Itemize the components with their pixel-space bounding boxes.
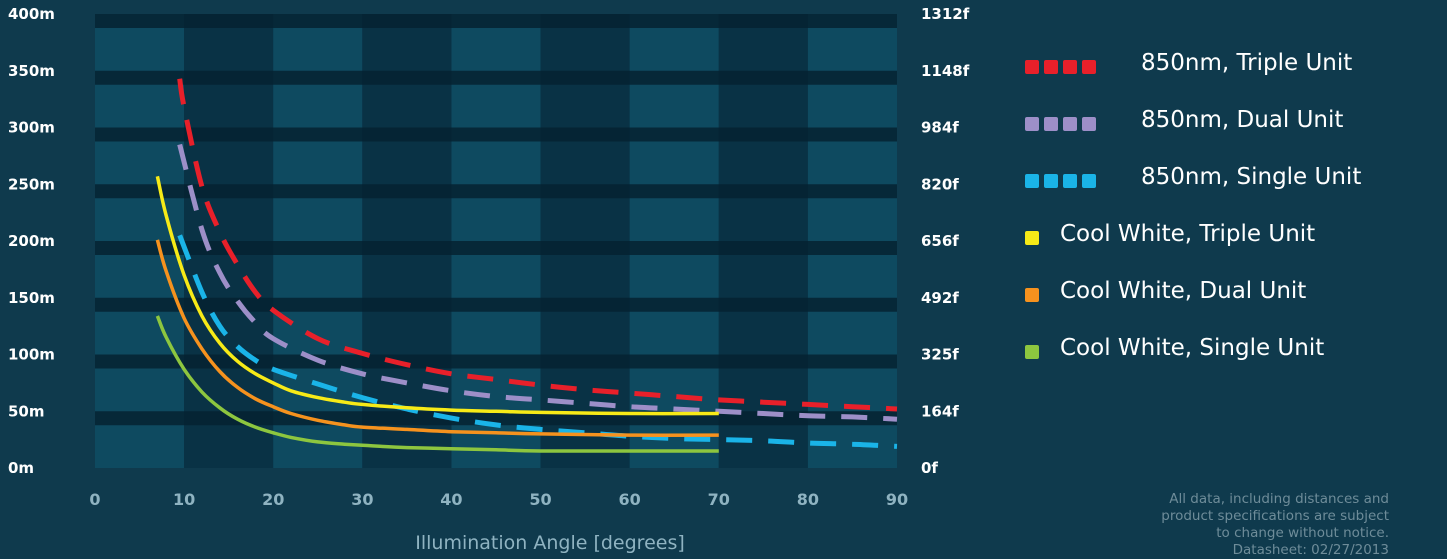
y-right-tick-label: 984f xyxy=(921,119,959,137)
y-right-tick-label: 820f xyxy=(921,175,959,193)
x-tick-label: 90 xyxy=(886,490,908,509)
disclaimer-line: to change without notice. xyxy=(1216,525,1389,541)
legend-swatch-square xyxy=(1044,174,1058,188)
legend-swatch-square xyxy=(1044,117,1058,131)
grid-band xyxy=(95,241,897,255)
y-left-tick-label: 50m xyxy=(8,402,45,420)
legend-swatch-square xyxy=(1025,117,1039,131)
x-tick-label: 70 xyxy=(708,490,730,509)
x-tick-label: 10 xyxy=(173,490,195,509)
x-tick-label: 20 xyxy=(262,490,284,509)
x-tick-label: 0 xyxy=(89,490,100,509)
y-left-tick-label: 350m xyxy=(8,62,55,80)
legend-swatch-square xyxy=(1025,288,1039,302)
legend-item: 850nm, Single Unit xyxy=(1025,158,1440,215)
y-right-tick-label: 1312f xyxy=(921,5,970,23)
grid-band xyxy=(95,127,897,142)
legend-item: 850nm, Dual Unit xyxy=(1025,101,1440,158)
legend-swatch xyxy=(1025,174,1101,188)
y-left-tick-label: 200m xyxy=(8,232,55,250)
series-group xyxy=(155,78,898,453)
legend-label: 850nm, Single Unit xyxy=(1141,164,1362,190)
disclaimer-line: All data, including distances and xyxy=(1169,491,1389,507)
legend-item: 850nm, Triple Unit xyxy=(1025,44,1440,101)
y-left-tick-label: 0m xyxy=(8,459,34,477)
disclaimer-line: product specifications are subject xyxy=(1161,508,1389,524)
grid-band xyxy=(95,297,897,312)
grid-band xyxy=(95,354,897,369)
legend-swatch xyxy=(1025,231,1044,245)
legend-item: Cool White, Triple Unit xyxy=(1025,215,1440,272)
y-left-tick-label: 400m xyxy=(8,5,55,23)
legend-swatch-square xyxy=(1082,117,1096,131)
axes: 0m 50m 100m 150m 200m 250m 300m 350m 400m 0f 164f 3… xyxy=(8,5,970,509)
y-left-tick-label: 300m xyxy=(8,119,55,137)
legend-label: Cool White, Dual Unit xyxy=(1060,278,1307,304)
y-right-tick-label: 492f xyxy=(921,289,959,307)
y-left-tick-label: 150m xyxy=(8,289,55,307)
legend-label: Cool White, Single Unit xyxy=(1060,335,1325,361)
legend-swatch-square xyxy=(1025,60,1039,74)
series-line-6 xyxy=(155,315,719,453)
x-tick-label: 60 xyxy=(619,490,641,509)
legend-label: 850nm, Triple Unit xyxy=(1141,50,1353,76)
y-left-tick-label: 100m xyxy=(8,346,55,364)
legend-swatch-square xyxy=(1082,60,1096,74)
legend-swatch xyxy=(1025,60,1101,74)
x-tick-label: 80 xyxy=(797,490,819,509)
legend-swatch xyxy=(1025,288,1044,302)
series-line-2 xyxy=(177,143,898,422)
legend-item: Cool White, Dual Unit xyxy=(1025,272,1440,329)
y-right-tick-label: 656f xyxy=(921,232,959,250)
y-right-tick-label: 0f xyxy=(921,459,938,477)
grid-band xyxy=(95,14,897,28)
legend-swatch-square xyxy=(1025,174,1039,188)
series-line-1 xyxy=(177,78,898,412)
legend: 850nm, Triple Unit 850nm, Dual Unit 850nm,… xyxy=(1025,44,1440,386)
legend-swatch-square xyxy=(1063,60,1077,74)
legend-swatch xyxy=(1025,117,1101,131)
y-right-tick-label: 164f xyxy=(921,402,959,420)
grid xyxy=(95,14,897,468)
legend-swatch-square xyxy=(1025,231,1039,245)
disclaimer-line: Datasheet: 02/27/2013 xyxy=(1232,542,1389,558)
x-axis-label: Illumination Angle [degrees] xyxy=(415,532,685,554)
legend-swatch-square xyxy=(1063,117,1077,131)
legend-label: Cool White, Triple Unit xyxy=(1060,221,1316,247)
grid-band xyxy=(95,70,897,85)
legend-swatch-square xyxy=(1063,174,1077,188)
x-tick-label: 50 xyxy=(529,490,551,509)
y-left-tick-label: 250m xyxy=(8,175,55,193)
y-right-tick-label: 325f xyxy=(921,346,959,364)
legend-item: Cool White, Single Unit xyxy=(1025,329,1440,386)
series-line-3 xyxy=(177,234,898,449)
legend-swatch-square xyxy=(1025,345,1039,359)
series-line-5 xyxy=(155,239,719,437)
x-tick-label: 40 xyxy=(440,490,462,509)
legend-swatch xyxy=(1025,345,1044,359)
legend-label: 850nm, Dual Unit xyxy=(1141,107,1344,133)
legend-swatch-square xyxy=(1082,174,1096,188)
series-line-4 xyxy=(155,175,719,416)
grid-band xyxy=(95,184,897,199)
x-tick-label: 30 xyxy=(351,490,373,509)
legend-swatch-square xyxy=(1044,60,1058,74)
disclaimer: All data, including distances and produc… xyxy=(1059,491,1389,559)
y-right-tick-label: 1148f xyxy=(921,62,970,80)
